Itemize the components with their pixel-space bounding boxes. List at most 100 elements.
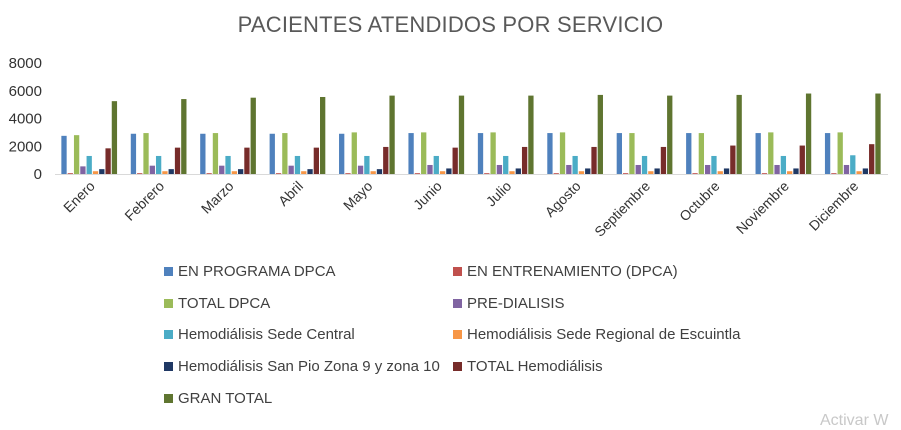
legend-label: GRAN TOTAL (178, 389, 273, 407)
bar (824, 133, 831, 174)
bar (831, 173, 837, 174)
bar (219, 165, 225, 174)
series-2 (73, 132, 843, 175)
bar (477, 133, 484, 174)
bar (225, 155, 231, 174)
bar (869, 144, 875, 174)
bar (383, 146, 389, 174)
bar (408, 133, 414, 174)
legend-item: Hemodiálisis Sede Regional de Escuintla (453, 326, 741, 343)
bar (421, 132, 427, 175)
x-tick-label: Octubre (676, 178, 723, 225)
bar (875, 93, 881, 174)
bar (155, 155, 162, 174)
bar (250, 97, 256, 174)
bar (736, 94, 742, 174)
x-tick-label: Febrero (121, 178, 167, 224)
bar (143, 133, 149, 174)
legend: EN PROGRAMA DPCA EN ENTRENAMIENTO (DPCA) T… (0, 258, 901, 418)
legend-swatch (164, 267, 173, 276)
x-tick-label: Junio (410, 178, 445, 213)
y-tick-label: 0 (34, 166, 42, 183)
bar (162, 171, 168, 174)
legend-swatch (164, 393, 173, 403)
activation-watermark: Activar W (820, 412, 889, 429)
bar (509, 171, 515, 174)
bar (313, 147, 320, 174)
legend-label: EN ENTRENAMIENTO (DPCA) (467, 263, 678, 280)
bar (174, 147, 181, 174)
legend-label: Hemodiálisis Sede Central (178, 326, 355, 344)
series-5 (92, 171, 862, 174)
bar (572, 155, 578, 174)
bar (99, 169, 105, 174)
bar (686, 133, 692, 174)
series-0 (61, 133, 831, 174)
bar (433, 155, 439, 174)
bar (275, 173, 282, 174)
bar (503, 155, 509, 174)
bar (597, 94, 603, 174)
y-tick-label: 4000 (9, 111, 42, 128)
bar (370, 171, 376, 174)
x-tick-label: Mayo (340, 178, 376, 214)
bar (80, 166, 86, 174)
series-7 (105, 144, 875, 174)
bar (206, 173, 212, 174)
bar (787, 171, 793, 174)
bar (339, 133, 345, 174)
x-tick-label: Enero (60, 178, 98, 216)
bar (301, 171, 307, 174)
bar (711, 155, 717, 174)
bar (585, 168, 591, 174)
legend-item: TOTAL DPCA (164, 295, 270, 312)
bar (723, 168, 730, 174)
series-1 (67, 173, 837, 174)
bar (73, 135, 80, 174)
bar (654, 168, 660, 174)
bar (92, 171, 99, 174)
legend-swatch (453, 298, 462, 308)
bar (67, 173, 73, 174)
x-tick-label: Agosto (542, 178, 584, 220)
bar (793, 168, 799, 174)
bar (294, 155, 301, 174)
legend-label: Hemodiálisis Sede Regional de Escuintla (467, 326, 741, 344)
x-tick-label: Marzo (198, 178, 237, 217)
bar (237, 169, 244, 174)
bar (648, 171, 654, 174)
bar (635, 164, 641, 174)
bar (282, 133, 288, 174)
bar (389, 95, 395, 174)
bar (307, 169, 313, 174)
legend-swatch (453, 267, 462, 276)
y-tick-label: 6000 (9, 83, 42, 100)
bar (427, 164, 433, 174)
bar (730, 145, 736, 174)
bar (799, 145, 805, 174)
bar (414, 173, 421, 174)
bar (780, 155, 787, 174)
legend-item: GRAN TOTAL (164, 390, 272, 407)
legend-item: TOTAL Hemodiálisis (453, 358, 603, 375)
bar (137, 173, 143, 174)
legend-item: EN PROGRAMA DPCA (164, 263, 336, 280)
legend-label: TOTAL Hemodiálisis (467, 358, 603, 376)
bar (439, 171, 446, 174)
bar (667, 95, 673, 174)
x-tick-label: Noviembre (733, 178, 792, 237)
bar (660, 146, 667, 174)
bar (168, 169, 174, 174)
x-tick-label: Abril (275, 178, 306, 209)
legend-item: PRE-DIALISIS (453, 295, 565, 312)
series-4 (86, 155, 856, 174)
bar (458, 95, 465, 174)
bar (717, 171, 723, 174)
bar (566, 164, 572, 174)
bar (452, 147, 458, 174)
legend-item: Hemodiálisis Sede Central (164, 326, 355, 343)
bar (105, 148, 111, 174)
bar (547, 133, 553, 174)
bar (181, 99, 187, 174)
